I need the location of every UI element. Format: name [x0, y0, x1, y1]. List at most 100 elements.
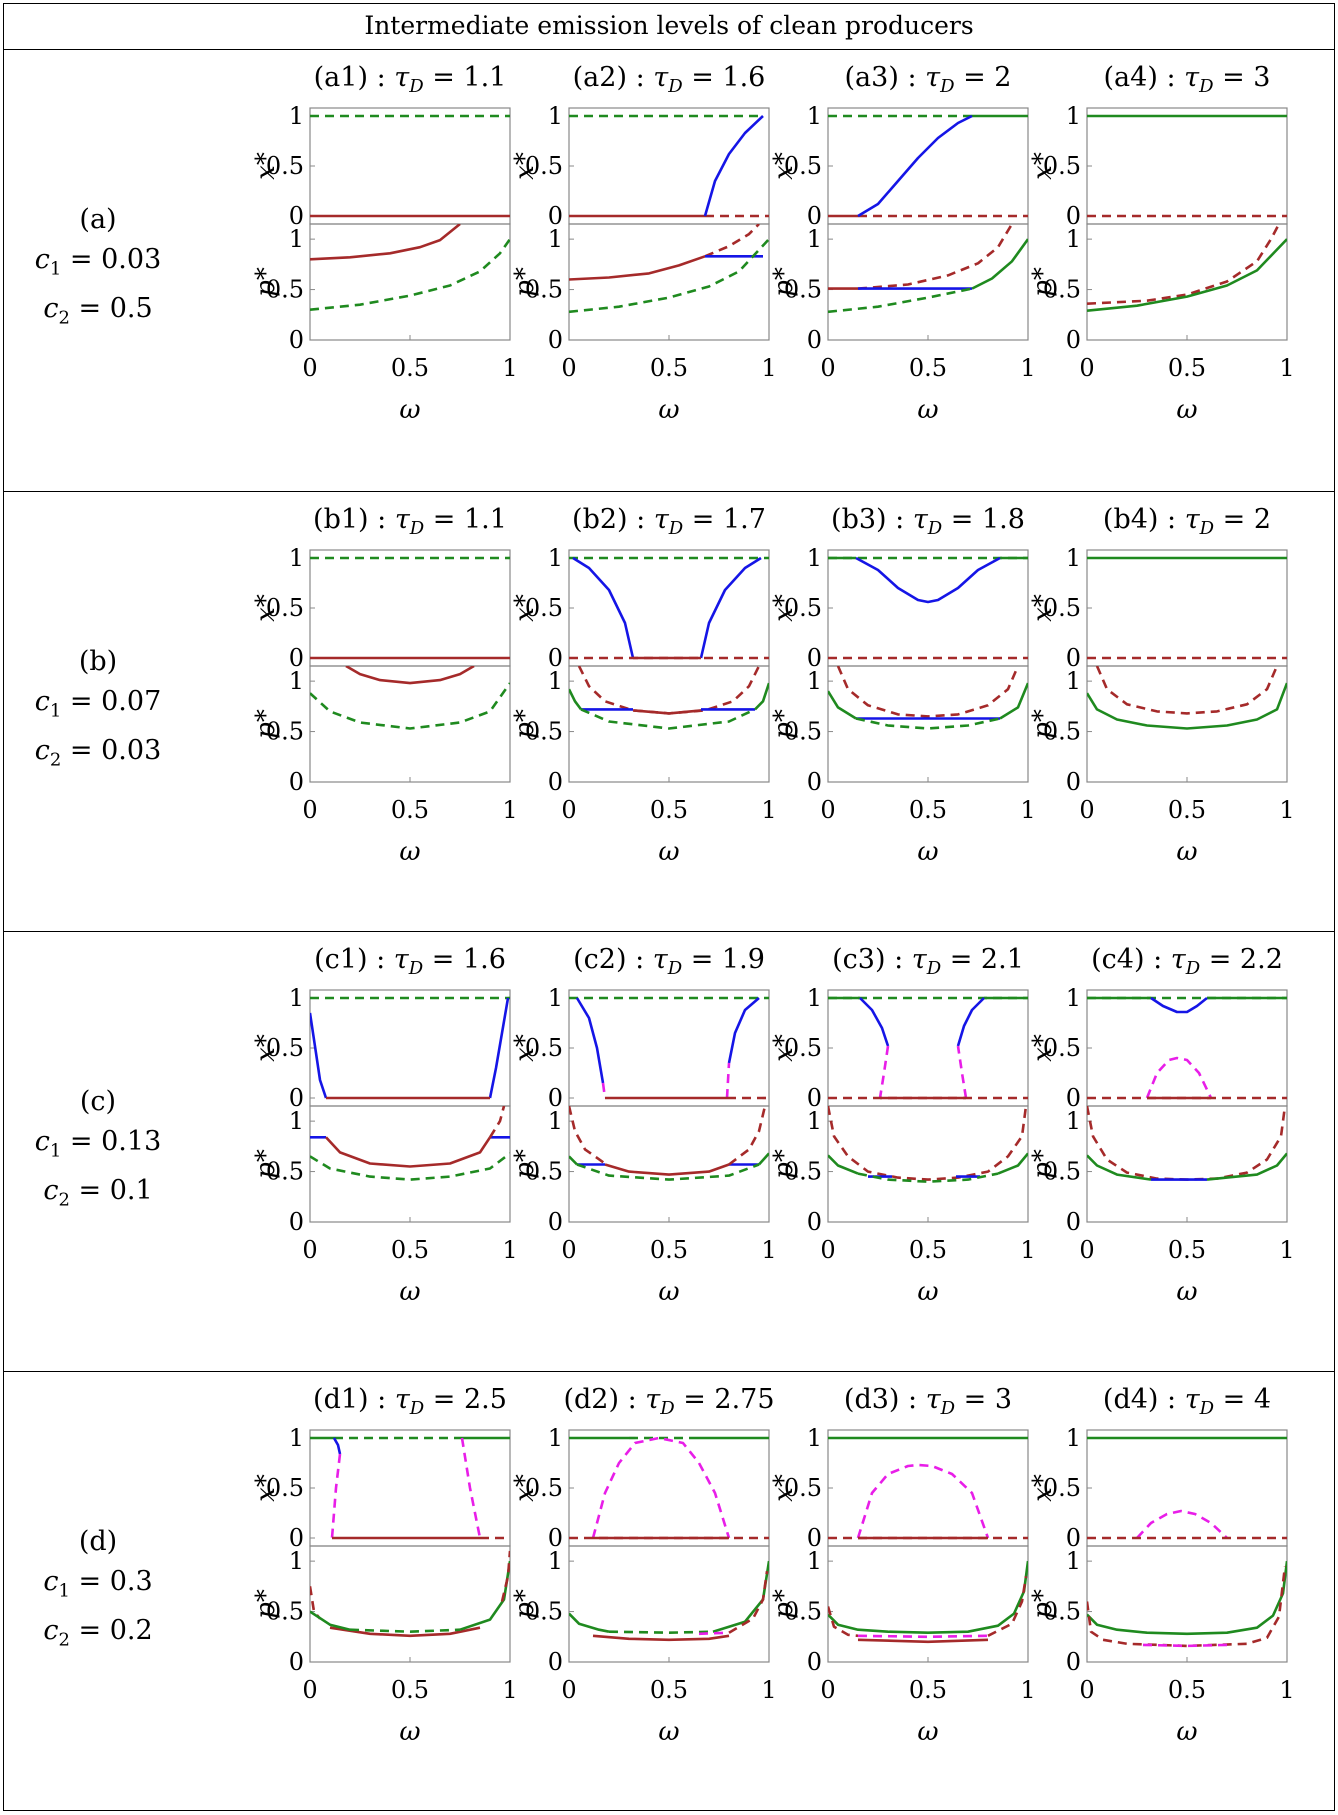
p-star-curve-clean-solid-5 — [997, 1152, 1028, 1175]
row-c: (c) c1 = 0.13 c2 = 0.1 (c1) : τD = 1.6 0 0.5 1… — [4, 932, 1334, 1372]
y-tick-label: 0.5 — [784, 1034, 822, 1062]
y-tick-label: 0.5 — [266, 1598, 304, 1626]
c1-param: c1 = 0.13 — [34, 1126, 162, 1162]
y-tick-label: 0 — [807, 768, 822, 796]
y-tick-label: 0 — [548, 768, 563, 796]
p-star-curve-clean-solid-2 — [1087, 1154, 1152, 1181]
row-d: (d) c1 = 0.3 c2 = 0.2 (d1) : τD = 2.5 0 0.5 1 0… — [4, 1372, 1334, 1810]
y-tick-label: 1 — [289, 1547, 304, 1575]
y-tick-label: 0.5 — [1043, 1598, 1081, 1626]
y-tick-label: 0 — [548, 1208, 563, 1236]
p-star-curve-dirty-solid-0 — [310, 224, 461, 261]
x-tick-label: 0 — [1079, 1236, 1094, 1264]
y-axis-label-p-star: p* — [769, 1149, 799, 1179]
y-tick-label: 0.5 — [525, 1474, 563, 1502]
y-tick-label: 0 — [289, 326, 304, 354]
y-tick-label: 0 — [289, 202, 304, 230]
p-star-curve-clean-solid-3 — [828, 690, 857, 720]
p-star-axes — [568, 1545, 770, 1663]
x-star-axes — [827, 989, 1029, 1107]
p-star-axes — [568, 665, 770, 783]
row-a: (a) c1 = 0.03 c2 = 0.5 (a1) : τD = 1.1 0 0.5 1… — [4, 50, 1334, 492]
y-tick-label: 0.5 — [525, 594, 563, 622]
x-tick-label: 0.5 — [909, 1236, 947, 1264]
y-tick-label: 1 — [548, 225, 563, 253]
row-parameters: (b) c1 = 0.07 c2 = 0.03 — [4, 642, 192, 781]
y-tick-label: 0.5 — [266, 594, 304, 622]
y-tick-label: 0 — [807, 1524, 822, 1552]
y-tick-label: 0.5 — [1043, 1474, 1081, 1502]
p-star-curve-clean-dash-3 — [857, 1172, 999, 1183]
y-tick-label: 0 — [807, 1084, 822, 1112]
y-tick-label: 0 — [807, 644, 822, 672]
y-axis-label-x-star: x* — [769, 152, 799, 180]
x-star-curve-unstable-dash-6 — [956, 1045, 968, 1099]
y-tick-label: 0 — [289, 1084, 304, 1112]
x-tick-label: 0.5 — [1168, 1676, 1206, 1704]
y-tick-label: 0.5 — [266, 718, 304, 746]
y-tick-label: 0.5 — [784, 1158, 822, 1186]
y-axis-label-p-star: p* — [251, 709, 281, 739]
x-star-curve-mixed-solid-4 — [857, 114, 973, 218]
p-star-curve-dirty-solid-0 — [345, 666, 475, 685]
x-tick-label: 0 — [302, 1676, 317, 1704]
y-tick-label: 1 — [807, 667, 822, 695]
x-tick-label: 0.5 — [909, 1676, 947, 1704]
c2-param: c2 = 0.5 — [43, 293, 153, 329]
p-star-curve-dirty-dash-0 — [577, 666, 761, 715]
panel-title: (d2) : τD = 2.75 — [563, 1384, 774, 1419]
panel-title: (d3) : τD = 3 — [844, 1384, 1012, 1419]
y-tick-label: 0.5 — [525, 276, 563, 304]
p-star-curve-clean-dash-4 — [310, 1152, 510, 1181]
x-tick-label: 0 — [1079, 796, 1094, 824]
y-tick-label: 1 — [548, 1107, 563, 1135]
y-tick-label: 0 — [1066, 1524, 1081, 1552]
x-star-curve-mixed-solid-3 — [855, 556, 1001, 604]
x-star-curve-mixed-solid-3 — [1150, 996, 1208, 1014]
x-tick-label: 1 — [1279, 796, 1294, 824]
x-tick-label: 1 — [761, 1676, 776, 1704]
y-tick-label: 1 — [807, 1547, 822, 1575]
c2-param: c2 = 0.2 — [43, 1615, 153, 1651]
y-axis-label-x-star: x* — [1028, 1034, 1058, 1062]
p-star-curve-dirty-dash-0 — [1087, 1106, 1287, 1181]
p-star-curve-clean-dash-5 — [576, 1163, 760, 1181]
x-star-curve-mixed-solid-2 — [488, 997, 510, 1099]
x-star-axes — [568, 549, 770, 667]
panel-title: (b1) : τD = 1.1 — [313, 504, 507, 539]
y-axis-label-x-star: x* — [251, 1034, 281, 1062]
x-tick-label: 1 — [502, 796, 517, 824]
y-axis-label-p-star: p* — [251, 1149, 281, 1179]
row-label: (d) — [78, 1526, 118, 1557]
p-star-curve-dirty-dash-1 — [1087, 1566, 1287, 1648]
x-star-curve-unstable-dash-4 — [878, 1045, 890, 1099]
y-tick-label: 1 — [289, 1424, 304, 1452]
y-tick-label: 0.5 — [784, 718, 822, 746]
y-axis-label-p-star: p* — [251, 1589, 281, 1619]
c2-value: 0.2 — [109, 1615, 153, 1647]
x-tick-label: 1 — [761, 354, 776, 382]
panel-title: (b3) : τD = 1.8 — [831, 504, 1025, 539]
p-star-curve-dirty-dash-0 — [1095, 666, 1279, 715]
x-tick-label: 1 — [1279, 1676, 1294, 1704]
x-tick-label: 0.5 — [1168, 796, 1206, 824]
p-star-curve-clean-dash-1 — [310, 682, 510, 730]
x-tick-label: 0 — [1079, 1676, 1094, 1704]
p-star-curve-clean-solid-4 — [971, 238, 1028, 290]
x-axis-label: ω — [658, 1717, 679, 1747]
p-star-curve-dirty-solid-0 — [569, 255, 706, 281]
y-axis-label-p-star: p* — [1028, 1149, 1058, 1179]
x-tick-label: 0 — [302, 1236, 317, 1264]
c1-value: 0.13 — [101, 1126, 162, 1157]
y-tick-label: 0 — [1066, 326, 1081, 354]
p-star-curve-clean-solid-7 — [758, 1152, 769, 1166]
p-star-axes — [827, 665, 1029, 783]
x-star-axes — [568, 989, 770, 1107]
y-tick-label: 0.5 — [784, 276, 822, 304]
p-star-curve-dirty-solid-2 — [857, 1638, 989, 1644]
p-star-axes — [1086, 1545, 1288, 1663]
